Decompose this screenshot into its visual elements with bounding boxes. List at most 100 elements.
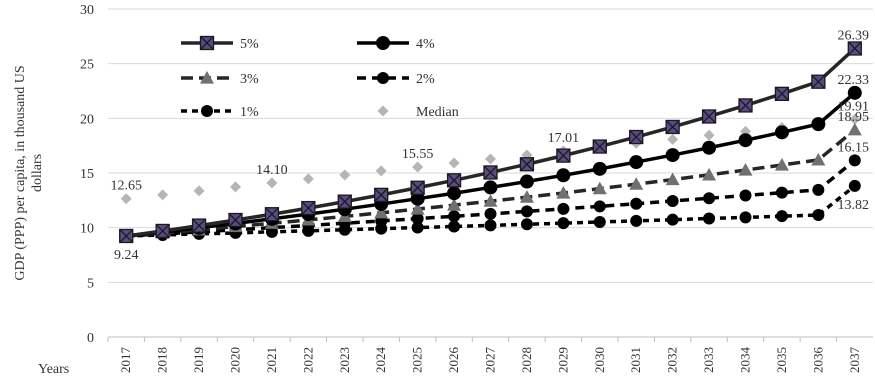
data-point — [155, 223, 170, 238]
data-point — [339, 169, 351, 181]
data-point — [593, 200, 606, 213]
data-label: 14.10 — [256, 163, 288, 178]
data-point — [200, 36, 214, 50]
x-tick-label: 2021 — [264, 347, 279, 373]
data-point — [157, 189, 169, 201]
y-axis-title: GDP (PPP) per capita, in thousand US doll… — [13, 65, 45, 280]
data-point — [630, 197, 643, 210]
data-label: 15.55 — [402, 147, 434, 162]
data-point — [374, 187, 389, 202]
data-point — [847, 122, 862, 136]
x-tick-label: 2023 — [337, 347, 352, 373]
x-tick-label: 2019 — [191, 347, 206, 373]
data-labels: 12.6514.1015.5517.019.2426.3922.3319.911… — [110, 28, 869, 263]
x-tick-label: 2029 — [555, 347, 570, 373]
data-point — [266, 177, 278, 189]
x-tick-label: 2025 — [410, 347, 425, 373]
series-layer — [119, 41, 862, 244]
y-tick-label: 30 — [80, 3, 94, 18]
data-point — [411, 221, 424, 234]
data-point — [557, 202, 570, 215]
data-point — [593, 215, 606, 228]
x-tick-label: 2027 — [483, 347, 498, 374]
data-point — [377, 105, 389, 117]
data-point — [703, 212, 716, 225]
x-tick-label: 2024 — [373, 347, 388, 374]
data-point — [629, 130, 644, 144]
data-point — [703, 192, 716, 205]
data-point — [629, 155, 644, 170]
data-point — [847, 85, 862, 100]
data-point — [483, 180, 498, 195]
data-point — [592, 181, 607, 195]
data-point — [665, 148, 680, 163]
data-point — [119, 229, 134, 243]
x-tick-label: 2030 — [592, 347, 607, 373]
data-point — [448, 220, 461, 233]
data-point — [811, 117, 826, 132]
data-point — [812, 208, 825, 221]
x-tick-label: 2020 — [228, 347, 243, 373]
data-point — [228, 213, 243, 227]
y-tick-label: 10 — [80, 222, 94, 237]
y-axis: 0 5 10 15 20 25 30 — [80, 3, 94, 346]
data-label: 16.15 — [838, 140, 870, 155]
data-point — [702, 140, 717, 155]
data-point — [666, 194, 679, 207]
data-point — [376, 36, 390, 50]
legend-label: 5% — [240, 37, 259, 52]
legend-item: 4% — [357, 36, 435, 52]
data-point — [483, 165, 498, 180]
y-tick-label: 5 — [87, 276, 94, 291]
x-tick-label: 2032 — [665, 347, 680, 373]
data-label: 12.65 — [110, 179, 142, 194]
data-point — [520, 205, 533, 218]
data-point — [264, 207, 279, 222]
data-label: 22.33 — [838, 73, 870, 88]
x-tick-label: 2034 — [738, 347, 753, 374]
y-tick-label: 20 — [80, 112, 94, 127]
data-point — [411, 212, 424, 225]
x-tick-label: 2036 — [810, 347, 825, 374]
data-point — [412, 161, 424, 173]
data-label: 19.91 — [838, 99, 870, 114]
data-point — [377, 72, 389, 84]
data-point — [410, 191, 425, 206]
data-point — [847, 41, 862, 56]
series-solid-square — [119, 41, 862, 244]
data-point — [448, 210, 461, 223]
data-point — [738, 133, 753, 148]
data-point — [301, 201, 316, 216]
data-point — [811, 152, 826, 166]
legend-label: Median — [416, 105, 459, 120]
data-point — [556, 148, 571, 163]
data-point — [739, 211, 752, 224]
data-point — [337, 194, 352, 209]
data-label: 18.95 — [838, 110, 870, 125]
data-point — [519, 174, 534, 189]
data-point — [557, 217, 570, 230]
x-axis: 2017 2018 2019 2020 2021 2022 2023 2024 2025 2026… — [107, 336, 873, 374]
legend-item: 5% — [181, 35, 259, 52]
y-tick-label: 15 — [80, 167, 94, 182]
data-point — [848, 179, 861, 192]
legend-item: 2% — [357, 72, 435, 87]
legend-label: 2% — [416, 72, 435, 87]
data-point — [629, 177, 644, 190]
data-point — [410, 180, 425, 195]
data-label: 13.82 — [838, 198, 870, 213]
data-point — [519, 157, 534, 172]
data-point — [774, 86, 789, 101]
data-point — [120, 193, 132, 205]
legend-item: 1% — [181, 105, 259, 120]
legend-item: 3% — [181, 71, 259, 87]
data-point — [520, 218, 533, 231]
data-point — [665, 172, 680, 186]
data-point — [485, 153, 496, 165]
legend-label: 4% — [416, 37, 435, 52]
data-point — [774, 125, 789, 140]
data-point — [519, 190, 534, 203]
data-point — [374, 205, 389, 219]
data-label: 9.24 — [114, 248, 139, 263]
data-point — [447, 186, 462, 201]
